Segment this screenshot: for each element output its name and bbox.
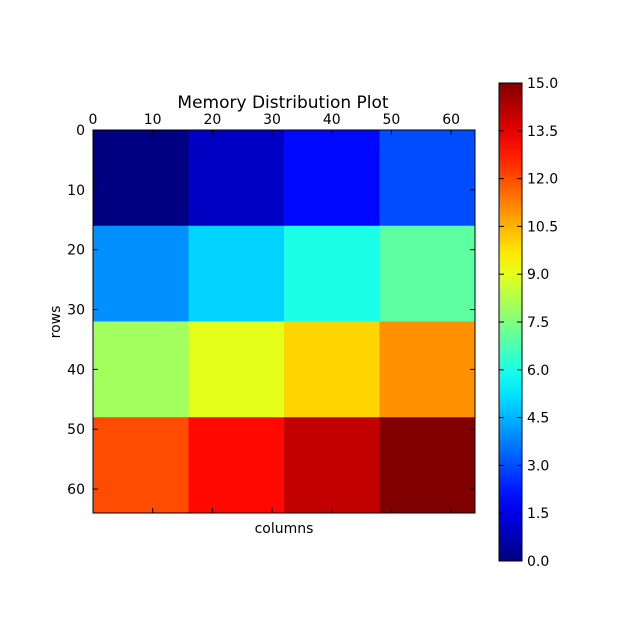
y-tick-label: 40 <box>67 362 85 378</box>
heatmap-cell <box>93 225 189 322</box>
colorbar-tick-label: 0.0 <box>527 554 549 570</box>
colorbar-tick-label: 12.0 <box>527 172 558 188</box>
heatmap-cell <box>379 225 476 322</box>
x-axis-label: columns <box>255 521 314 537</box>
heatmap-cell <box>188 417 285 514</box>
heatmap-cell <box>379 130 476 227</box>
x-tick-label: 30 <box>263 112 281 128</box>
y-axis: 0 10 20 30 40 50 60 <box>67 123 475 498</box>
colorbar-tick-label: 13.5 <box>527 124 558 140</box>
x-tick-label: 60 <box>442 112 460 128</box>
heatmap-cell <box>93 417 189 514</box>
heatmap-cell <box>284 321 380 418</box>
y-tick-label: 0 <box>76 123 85 139</box>
x-tick-label: 20 <box>203 112 221 128</box>
y-tick-label: 60 <box>67 482 85 498</box>
heatmap-cell <box>284 417 380 514</box>
y-tick-label: 50 <box>67 422 85 438</box>
heatmap-cell <box>284 225 380 322</box>
x-tick-label: 50 <box>383 112 401 128</box>
x-tick-label: 40 <box>323 112 341 128</box>
heatmap-cell <box>188 130 285 227</box>
y-tick-label: 30 <box>67 303 85 319</box>
plot-frame <box>92 129 476 514</box>
colorbar: 0.0 1.5 3.0 4.5 6.0 7.5 9.0 10.5 12.0 13.5 15.0 <box>498 76 558 570</box>
heatmap-cells <box>93 130 476 514</box>
colorbar-tick-label: 9.0 <box>527 267 549 283</box>
y-tick-label: 10 <box>67 183 85 199</box>
x-tick-label: 10 <box>144 112 162 128</box>
y-axis-label: rows <box>48 306 64 339</box>
colorbar-tick-label: 4.5 <box>527 411 549 427</box>
colorbar-tick-label: 10.5 <box>527 219 558 235</box>
heatmap-cell <box>284 130 380 227</box>
colorbar-tick-label: 6.0 <box>527 363 549 379</box>
heatmap-cell <box>379 417 476 514</box>
heatmap-cell <box>379 321 476 418</box>
heatmap-cell <box>93 130 189 227</box>
colorbar-tick-label: 3.0 <box>527 458 549 474</box>
colorbar-tick-label: 7.5 <box>527 315 549 331</box>
x-axis: 0 10 20 30 40 50 60 <box>89 112 460 513</box>
x-tick-label: 0 <box>89 112 98 128</box>
chart-title: Memory Distribution Plot <box>177 93 388 113</box>
heatmap-cell <box>188 225 285 322</box>
colorbar-tick-label: 1.5 <box>527 506 549 522</box>
colorbar-tick-label: 15.0 <box>527 76 558 92</box>
heatmap-cell <box>93 321 189 418</box>
heatmap-cell <box>188 321 285 418</box>
y-tick-label: 20 <box>67 243 85 259</box>
